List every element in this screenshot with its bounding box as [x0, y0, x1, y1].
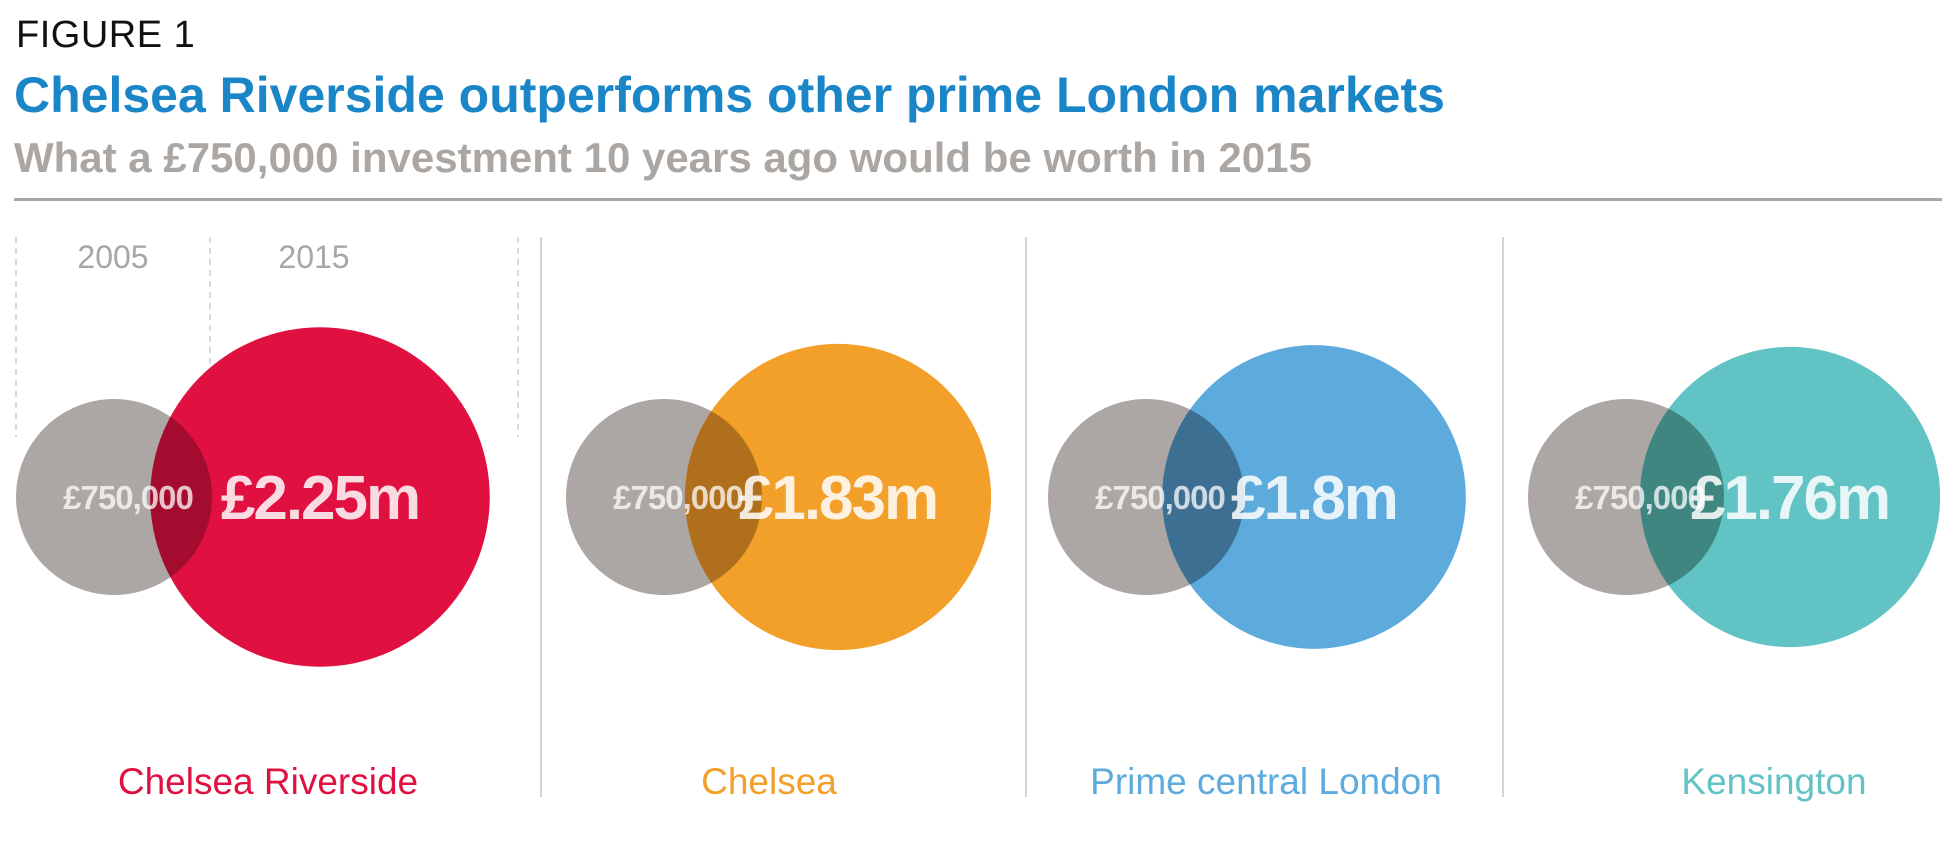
base-value-label-chelsea-riverside: £750,000 [63, 479, 193, 516]
base-value-label-chelsea: £750,000 [613, 479, 743, 516]
base-value-label-kensington: £750,000 [1575, 479, 1705, 516]
title-divider [14, 198, 1942, 201]
market-name-chelsea: Chelsea [701, 761, 837, 802]
value-label-prime-central-london: £1.8m [1231, 464, 1397, 533]
value-label-kensington: £1.76m [1691, 464, 1889, 533]
chart-subtitle: What a £750,000 investment 10 years ago … [14, 134, 1312, 181]
market-name-prime-central-london: Prime central London [1090, 761, 1442, 802]
value-circle-chelsea [684, 343, 992, 651]
value-label-chelsea-riverside: £2.25m [221, 464, 419, 533]
value-circle-prime-central-london [1162, 345, 1466, 649]
value-circle-chelsea-riverside [150, 327, 490, 667]
value-label-chelsea: £1.83m [739, 464, 937, 533]
market-name-kensington: Kensington [1681, 761, 1866, 802]
base-value-label-prime-central-london: £750,000 [1095, 479, 1225, 516]
market-name-chelsea-riverside: Chelsea Riverside [118, 761, 418, 802]
chart-title: Chelsea Riverside outperforms other prim… [14, 67, 1445, 123]
figure-label: FIGURE 1 [16, 14, 196, 56]
value-circle-kensington [1639, 346, 1941, 648]
legend-year-end: 2015 [278, 239, 349, 275]
legend-year-start: 2005 [77, 239, 148, 275]
bubble-chart: 2005 2015 £750,000 £2.25m Chelsea Riverside £… [15, 237, 1941, 802]
